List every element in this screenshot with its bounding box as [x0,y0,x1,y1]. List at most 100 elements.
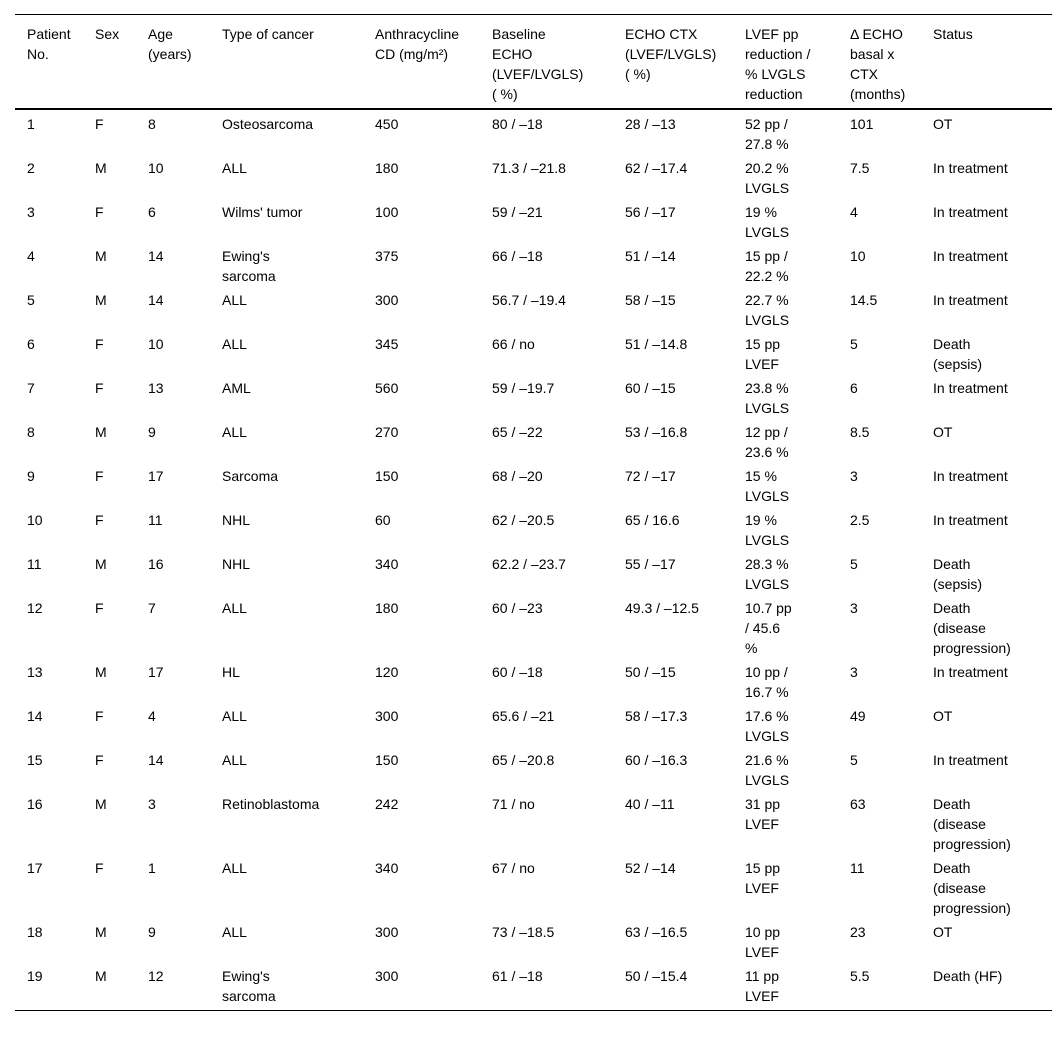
table-cell: 15 [27,752,43,768]
table-cell: M [95,796,107,812]
header-cell: Age (years) [148,14,222,110]
table-cell: OT [933,924,953,940]
table-cell: 53 / –16.8 [625,424,688,440]
table-cell: 11 pp LVEF [745,968,779,1004]
table-cell: 9 [148,924,156,940]
table-cell: 11 [27,556,42,572]
table-cell: 15 pp LVEF [745,336,781,372]
table-cell: F [95,512,104,528]
table-cell: 100 [375,204,399,220]
table-cell: 2 [27,160,35,176]
table-cell: In treatment [933,380,1008,396]
table-cell: 4 [148,708,156,724]
table-cell: 56.7 / –19.4 [492,292,566,308]
table-cell: NHL [222,512,251,528]
table-cell: 51 / –14.8 [625,336,688,352]
table-cell: 6 [148,204,156,220]
table-cell: 7 [27,380,35,396]
table-row: 3 F 6 Wilms' tumor 100 59 / –21 56 / –17 19 % L… [15,198,1052,242]
table-cell: 14 [27,708,43,724]
table-cell: 10 [148,336,164,352]
table-header: Patient No. Sex Age (years) Type of cancer A… [15,14,1052,110]
table-cell: 300 [375,968,399,984]
table-cell: 8 [27,424,35,440]
table-cell: 150 [375,468,399,484]
table-row: 4 M 14 Ewing's sarcoma 375 66 / –18 51 / –14 15… [15,242,1052,286]
table-cell: 180 [375,600,399,616]
table-cell: 66 / –18 [492,248,543,264]
table-row: 16 M 3 Retinoblastoma 242 71 / no 40 / –11 31 p… [15,790,1052,854]
table-cell: 68 / –20 [492,468,543,484]
table-cell: 59 / –19.7 [492,380,555,396]
table-cell: 80 / –18 [492,116,543,132]
table-cell: ALL [222,752,247,768]
table-cell: 12 pp / 23.6 % [745,424,789,460]
table-cell: M [95,248,107,264]
table-cell: 28 / –13 [625,116,676,132]
table-row: 2 M 10 ALL 180 71.3 / –21.8 62 / –17.4 20.2 % L… [15,154,1052,198]
table-cell: 7.5 [850,160,870,176]
table-cell: M [95,424,107,440]
header-cell: Patient No. [15,14,95,110]
table-cell: 58 / –17.3 [625,708,688,724]
table-cell: 20.2 % LVGLS [745,160,790,196]
table-cell: HL [222,664,240,680]
table-cell: 60 [375,512,391,528]
table-cell: 52 / –14 [625,860,676,876]
table-cell: F [95,468,104,484]
table-cell: 63 [850,796,866,812]
table-cell: In treatment [933,664,1008,680]
table-cell: M [95,160,107,176]
table-cell: 9 [27,468,35,484]
table-cell: 5.5 [850,968,870,984]
table-cell: F [95,708,104,724]
table-cell: In treatment [933,160,1008,176]
table-cell: 52 pp / 27.8 % [745,116,789,152]
table-cell: 10 pp LVEF [745,924,781,960]
table-cell: OT [933,424,953,440]
table-cell: 19 % LVGLS [745,512,790,548]
table-cell: 40 / –11 [625,796,675,812]
table-cell: 62.2 / –23.7 [492,556,566,572]
table-cell: 58 / –15 [625,292,676,308]
table-cell: 9 [148,424,156,440]
table-cell: M [95,664,107,680]
table-cell: Ewing's sarcoma [222,968,276,1004]
table-cell: 340 [375,860,399,876]
table-cell: 10 [850,248,866,264]
table-cell: 71.3 / –21.8 [492,160,566,176]
header-cell: Status [933,14,1052,110]
table-cell: 10 pp / 16.7 % [745,664,789,700]
header-cell: Sex [95,14,148,110]
table-cell: 242 [375,796,399,812]
table-cell: 73 / –18.5 [492,924,555,940]
table-cell: 300 [375,924,399,940]
table-cell: 5 [27,292,35,308]
table-cell: 72 / –17 [625,468,676,484]
table-cell: ALL [222,292,247,308]
table-cell: OT [933,116,953,132]
table-cell: Death (disease progression) [933,860,1011,916]
table-cell: 23 [850,924,866,940]
table-cell: 62 / –20.5 [492,512,555,528]
header-cell: ECHO CTX (LVEF/LVGLS) ( %) [625,14,745,110]
table-row: 19 M 12 Ewing's sarcoma 300 61 / –18 50 / –15.… [15,962,1052,1011]
header-cell: Baseline ECHO (LVEF/LVGLS) ( %) [492,14,625,110]
table-cell: 22.7 % LVGLS [745,292,790,328]
table-cell: ALL [222,860,247,876]
table-cell: 60 / –16.3 [625,752,688,768]
table-cell: 19 [27,968,43,984]
table-cell: 13 [148,380,164,396]
table-cell: In treatment [933,752,1008,768]
table-cell: 3 [850,664,858,680]
header-cell: Type of cancer [222,14,375,110]
table-cell: 300 [375,292,399,308]
table-cell: 101 [850,116,874,132]
table-cell: 17 [148,664,164,680]
table-cell: 5 [850,752,858,768]
table-cell: 59 / –21 [492,204,543,220]
table-row: 7 F 13 AML 560 59 / –19.7 60 / –15 23.8 % LVGLS… [15,374,1052,418]
table-cell: 12 [27,600,43,616]
table-cell: 55 / –17 [625,556,676,572]
table-body: 1 F 8 Osteosarcoma 450 80 / –18 28 / –13 52 pp … [15,109,1052,1011]
